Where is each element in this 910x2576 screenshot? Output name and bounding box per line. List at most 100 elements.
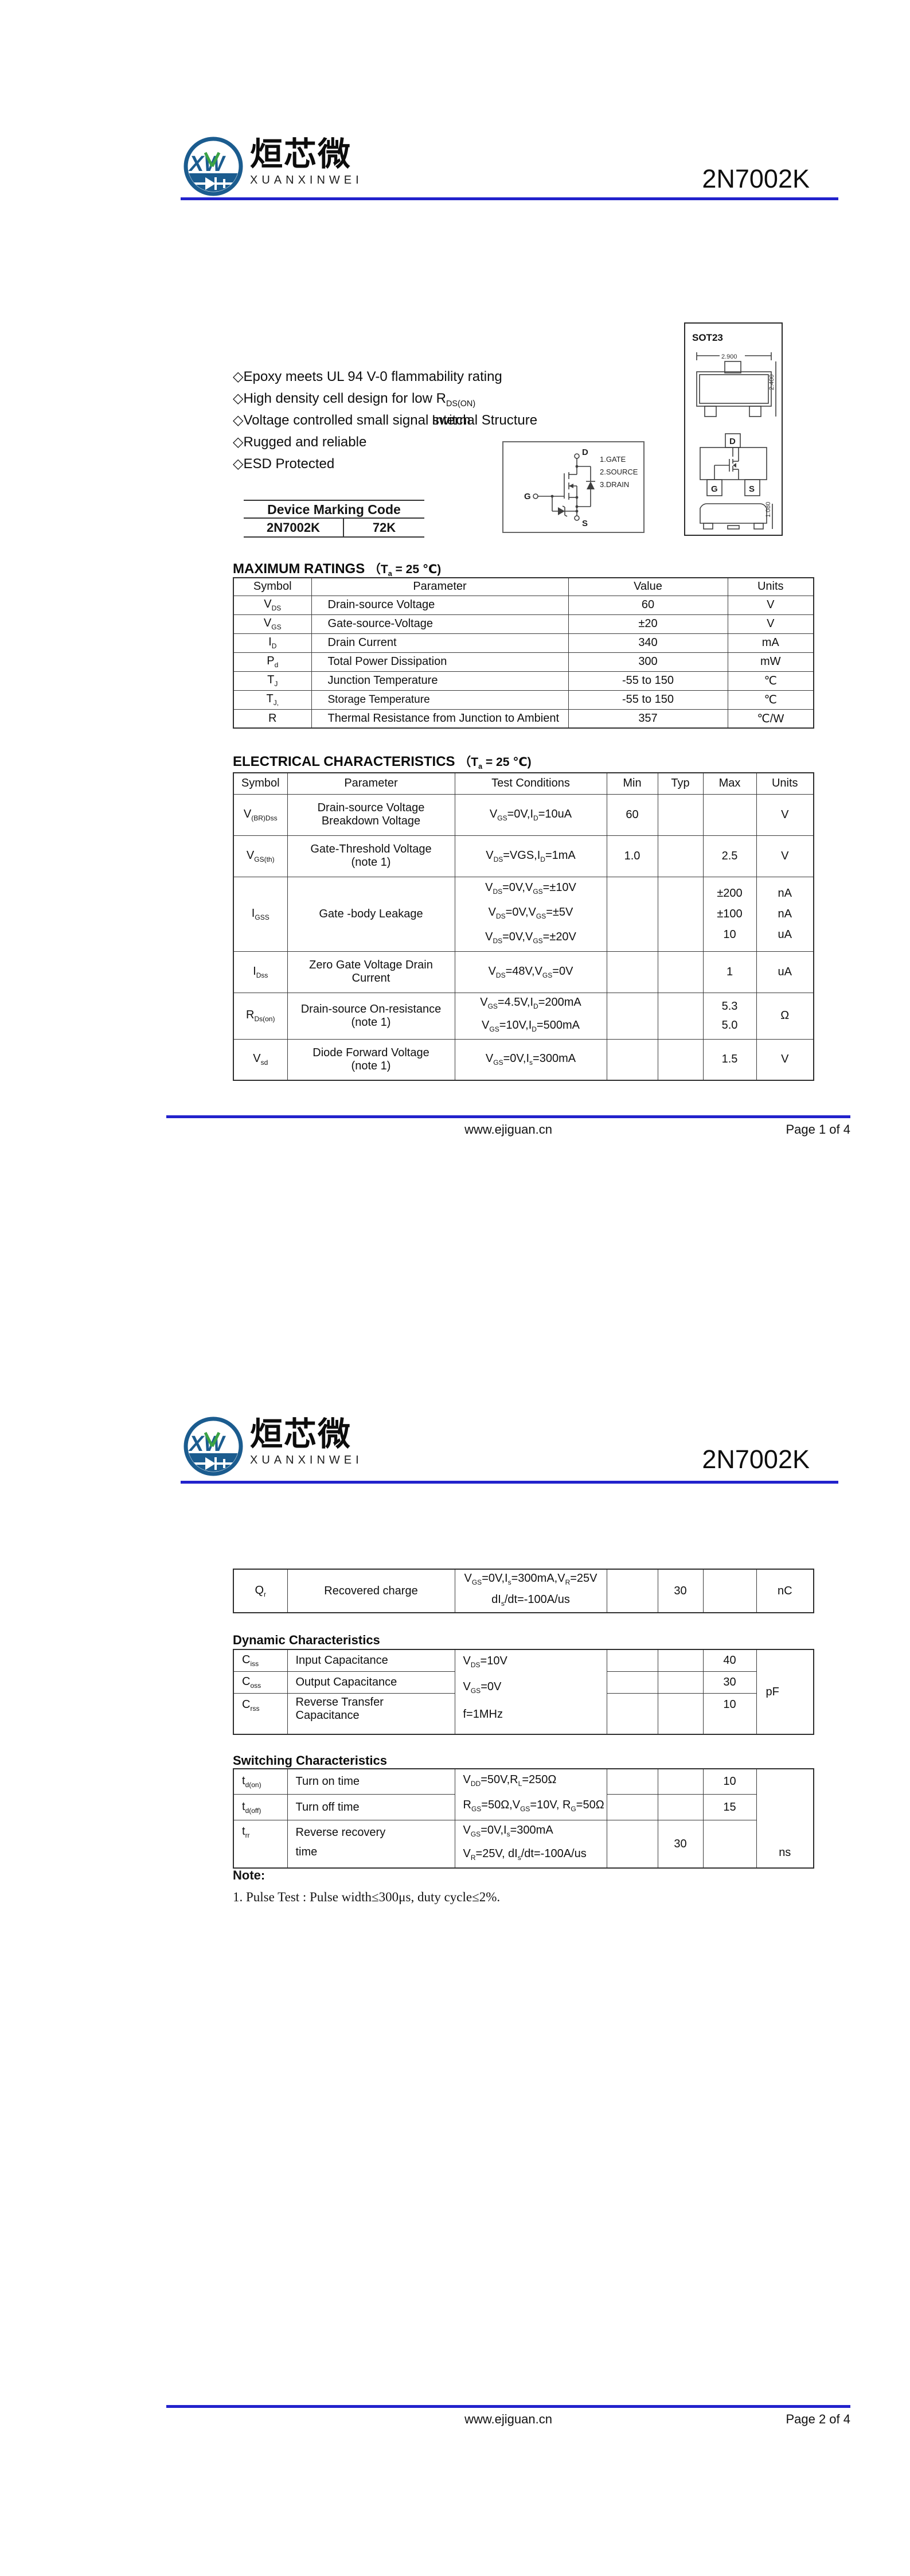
empty-cell	[606, 876, 658, 952]
cell-symbol: Coss	[233, 1671, 288, 1694]
table-row: TJ Junction Temperature -55 to 150 ℃	[233, 671, 814, 691]
cell-parameter: Input Capacitance	[287, 1649, 455, 1672]
header-rule	[181, 1481, 838, 1484]
units-line: uA	[778, 928, 792, 941]
col-max: Max	[702, 772, 757, 795]
cell-symbol: RDs(on)	[233, 992, 288, 1040]
table-row: V(BR)Dss Drain-source Voltage Breakdown V…	[233, 793, 814, 836]
cell-symbol: Qr	[233, 1569, 288, 1613]
cell-parameter: Drain-source On-resistance (note 1)	[287, 992, 455, 1040]
cell-value: -55 to 150	[568, 671, 728, 691]
cell-symbol: trr	[233, 1820, 288, 1869]
cell-parameter: Reverse recovery time	[287, 1820, 455, 1869]
max-line: 5.3	[721, 999, 738, 1013]
footer-page-number: Page 2 of 4	[786, 2412, 850, 2426]
cell-typ: 30	[657, 1820, 704, 1869]
note-heading: Note:	[233, 1868, 265, 1882]
cell-conditions: VDS=0V,VGS=±10V VDS=0V,VGS=±5V VDS=0V,VG…	[454, 876, 607, 952]
max-ratings-heading: MAXIMUM RATINGS （Ta = 25 ℃)	[233, 560, 441, 578]
cell-parameter: Turn off time	[287, 1794, 455, 1820]
empty-cell	[657, 951, 704, 993]
cell-max: 5.3 5.0	[702, 992, 757, 1040]
table-header-row: Symbol Parameter Test Conditions Min Typ…	[233, 772, 814, 795]
col-units: Units	[756, 772, 814, 795]
empty-cell	[657, 1692, 704, 1735]
condition-line: VDS=0V,VGS=±5V	[488, 905, 573, 920]
table-header-row: Symbol Parameter Value Units	[233, 577, 814, 596]
cell-max: 1.5	[702, 1038, 757, 1081]
cell-units: ℃	[727, 690, 814, 710]
table-row: RDs(on) Drain-source On-resistance (note …	[233, 992, 814, 1040]
empty-cell	[606, 1649, 658, 1672]
condition-line: f=1MHz	[463, 1708, 503, 1721]
internal-structure-title: Internal Structure	[432, 413, 538, 428]
logo-mark-icon: XW	[183, 1417, 243, 1476]
cell-conditions: VDS=48V,VGS=0V	[454, 951, 607, 993]
table-row: VGS Gate-source-Voltage ±20 V	[233, 614, 814, 634]
max-ratings-title: MAXIMUM RATINGS	[233, 561, 365, 577]
cell-max: 1	[702, 951, 757, 993]
cell-parameter: Zero Gate Voltage Drain Current	[287, 951, 455, 993]
table-row: VGS(th) Gate-Threshold Voltage (note 1) V…	[233, 835, 814, 877]
cell-parameter: Output Capacitance	[287, 1671, 455, 1694]
col-parameter: Parameter	[287, 772, 455, 795]
company-name-cn: 烜芯微	[250, 1416, 351, 1453]
table-row: 2N7002K 72K	[244, 519, 424, 538]
condition-line: VGS=0V	[463, 1680, 502, 1695]
cell-parameter: Gate-Threshold Voltage (note 1)	[287, 835, 455, 877]
empty-cell	[657, 835, 704, 877]
marking-code: 72K	[372, 520, 396, 535]
terminal-d: D	[582, 448, 588, 457]
col-symbol: Symbol	[233, 772, 288, 795]
cell-parameter: Turn on time	[287, 1768, 455, 1795]
switching-characteristics-table: td(on) Turn on time VDD=50V,RL=250Ω RGS=5…	[233, 1768, 814, 1869]
company-name-cn: 烜芯微	[250, 136, 351, 173]
col-symbol: Symbol	[233, 577, 312, 596]
marking-header: Device Marking Code	[244, 501, 424, 519]
cell-units: ℃	[727, 671, 814, 691]
table-row: ID Drain Current 340 mA	[233, 633, 814, 653]
mosfet-schematic-icon: D G S 1.GATE 2.SOURCE 3.DRAIN	[524, 448, 638, 528]
cell-units: mW	[727, 652, 814, 672]
empty-cell	[657, 876, 704, 952]
table-row: td(off) Turn off time 15	[233, 1794, 814, 1820]
col-units: Units	[727, 577, 814, 596]
empty-cell	[702, 793, 757, 836]
empty-cell	[657, 992, 704, 1040]
col-typ: Typ	[657, 772, 704, 795]
cell-parameter: Drain Current	[311, 633, 569, 653]
table-row: IDss Zero Gate Voltage Drain Current VDS=…	[233, 951, 814, 993]
pin1-label: 1.GATE	[600, 455, 626, 464]
cell-max: 30	[702, 1671, 757, 1694]
cell-parameter: Total Power Dissipation	[311, 652, 569, 672]
feature-item: ◇Epoxy meets UL 94 V-0 flammability rati…	[233, 369, 502, 384]
sot23-package-icon: SOT23 2.900 2.400	[692, 332, 776, 530]
terminal-s: S	[582, 519, 588, 528]
pin3-label: 3.DRAIN	[600, 480, 629, 489]
cell-parameter: Recovered charge	[287, 1569, 455, 1613]
features-list: ◇Epoxy meets UL 94 V-0 flammability rati…	[233, 368, 502, 477]
cell-conditions: VGS=4.5V,ID=200mA VGS=10V,ID=500mA	[454, 992, 607, 1040]
table-row: trr Reverse recovery time VGS=0V,Is=300mA…	[233, 1820, 814, 1869]
footer-rule	[166, 2405, 850, 2408]
cell-parameter: Diode Forward Voltage (note 1)	[287, 1038, 455, 1081]
empty-cell	[606, 1794, 658, 1820]
condition-line: VDS=10V	[463, 1655, 507, 1669]
cell-max: 2.5	[702, 835, 757, 877]
cell-value: -55 to 150	[568, 690, 728, 710]
electrical-table: Symbol Parameter Test Conditions Min Typ…	[233, 772, 814, 1081]
cell-symbol: VGS(th)	[233, 835, 288, 877]
max-line: ±200	[717, 887, 743, 900]
cell-symbol: R	[233, 709, 312, 729]
footer-website: www.ejiguan.cn	[464, 1122, 552, 1137]
device-marking-table: Device Marking Code 2N7002K 72K	[244, 500, 424, 538]
dynamic-characteristics-table: Ciss Input Capacitance VDS=10V VGS=0V f=…	[233, 1649, 814, 1735]
table-row: Pd Total Power Dissipation 300 mW	[233, 652, 814, 672]
cell-value: 340	[568, 633, 728, 653]
cell-max: ±200 ±100 10	[702, 876, 757, 952]
internal-structure-box: D G S 1.GATE 2.SOURCE 3.DRAIN	[502, 441, 645, 533]
cell-symbol: Vsd	[233, 1038, 288, 1081]
cell-conditions: VDD=50V,RL=250Ω RGS=50Ω,VGS=10V, RG=50Ω	[454, 1768, 607, 1820]
condition-line: VGS=4.5V,ID=200mA	[480, 995, 581, 1010]
max-line: 5.0	[721, 1018, 738, 1032]
